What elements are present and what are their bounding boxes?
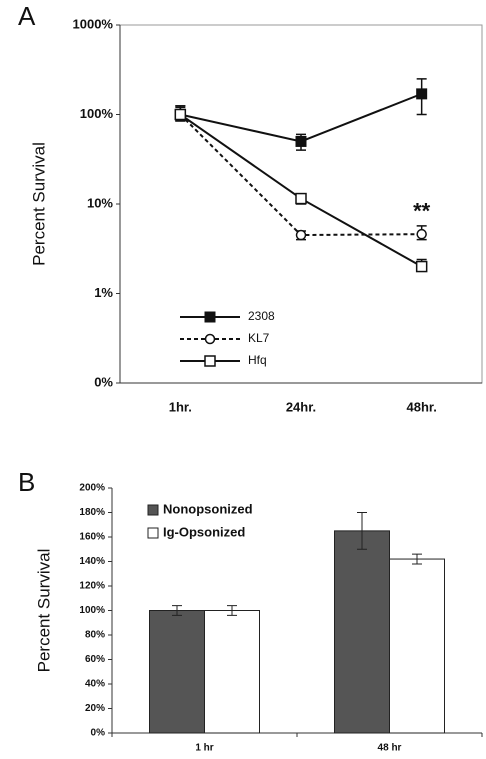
y-tick-label: 0% [94, 374, 113, 389]
marker [204, 311, 216, 323]
y-tick-label: 1% [94, 285, 113, 300]
legend-label: 2308 [248, 309, 275, 323]
marker [204, 333, 216, 345]
y-tick-label: 20% [85, 703, 105, 714]
bar [389, 558, 445, 734]
y-tick-label: 0% [91, 728, 106, 739]
y-tick-label: 160% [79, 532, 105, 543]
marker [416, 228, 427, 240]
y-tick-label: 120% [79, 581, 105, 592]
x-tick-label: 24hr. [286, 399, 316, 414]
error-bar [227, 605, 237, 616]
y-axis-label: Percent Survival [29, 142, 48, 266]
y-tick-label: 100% [80, 106, 114, 121]
y-axis-label: Percent Survival [34, 549, 53, 673]
x-tick-label: 48hr. [406, 399, 436, 414]
error-bar [412, 553, 422, 565]
y-tick-label: 60% [85, 654, 105, 665]
marker [295, 229, 307, 241]
x-tick-label: 1 hr [195, 743, 213, 754]
legend-label: Hfq [248, 353, 267, 367]
panel-label: B [18, 467, 35, 497]
error-bar [357, 512, 367, 550]
bar [334, 530, 390, 734]
series-line [179, 113, 422, 237]
marker [174, 108, 187, 121]
y-tick-label: 180% [79, 507, 105, 518]
error-bar [172, 605, 182, 616]
y-tick-label: 200% [79, 483, 105, 494]
panel-label: A [18, 1, 36, 31]
bar [149, 610, 205, 734]
marker [295, 192, 307, 205]
legend-label: Ig-Opsonized [163, 524, 245, 539]
y-tick-label: 10% [87, 195, 113, 210]
annotation: ** [413, 198, 431, 223]
legend-label: KL7 [248, 331, 270, 345]
y-tick-label: 140% [79, 556, 105, 567]
y-tick-label: 80% [85, 630, 105, 641]
bar [204, 610, 260, 734]
marker [416, 88, 428, 100]
y-tick-label: 40% [85, 679, 105, 690]
y-tick-label: 1000% [73, 16, 114, 31]
marker [295, 135, 307, 147]
x-tick-label: 48 hr [378, 743, 402, 754]
legend-swatch [147, 527, 159, 539]
y-tick-label: 100% [79, 605, 105, 616]
legend-swatch [147, 504, 159, 516]
marker [415, 260, 428, 273]
marker [204, 355, 216, 367]
legend-label: Nonopsonized [163, 501, 253, 516]
x-tick-label: 1hr. [169, 399, 192, 414]
